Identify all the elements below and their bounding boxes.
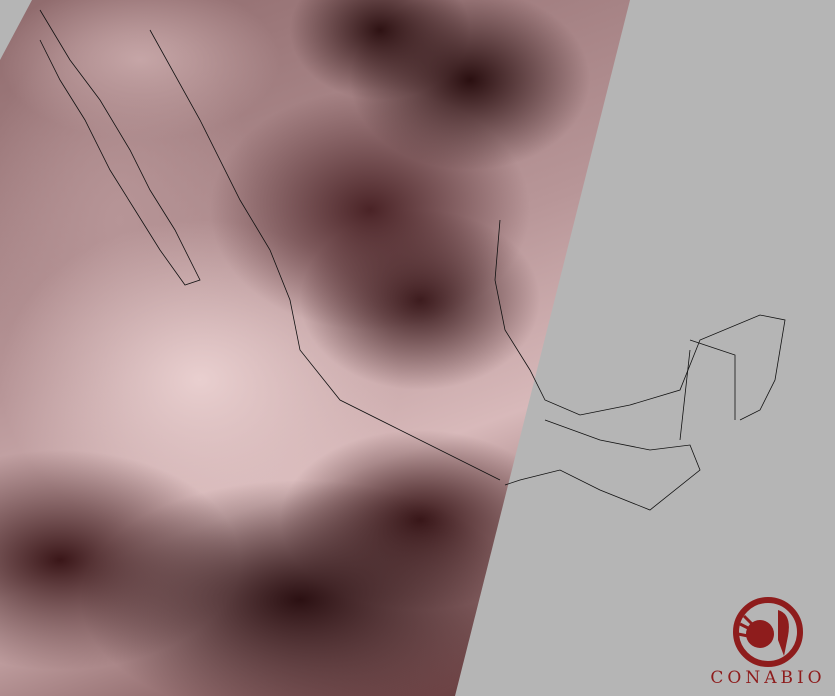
yucatan-borders (504, 339, 736, 511)
conabio-logo: CONABIO (708, 596, 828, 691)
gulf-coast (494, 219, 786, 421)
baja-california-coast (39, 9, 201, 286)
conabio-emblem-icon (733, 597, 803, 667)
logo-text: CONABIO (710, 668, 826, 688)
pacific-coast (149, 29, 501, 481)
